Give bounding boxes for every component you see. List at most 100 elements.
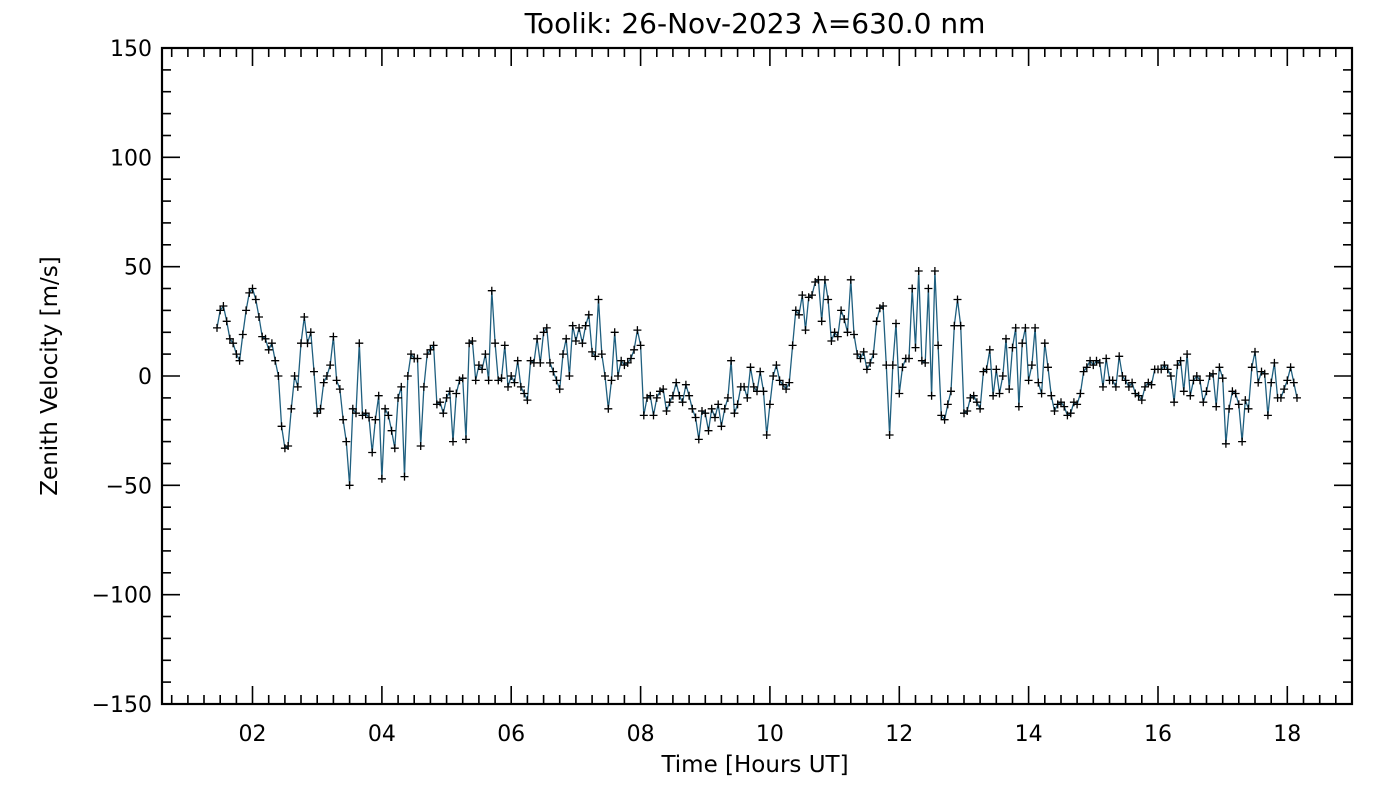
data-point	[1283, 376, 1292, 385]
data-point	[1134, 391, 1143, 400]
data-point	[1060, 402, 1069, 411]
data-point	[782, 385, 791, 394]
data-point	[287, 404, 296, 413]
data-point	[617, 356, 626, 365]
data-point	[1289, 378, 1298, 387]
data-point	[704, 426, 713, 435]
data-point	[368, 448, 377, 457]
data-point	[798, 291, 807, 300]
data-point	[843, 328, 852, 337]
data-point	[840, 315, 849, 324]
data-point	[665, 398, 674, 407]
data-point	[1082, 363, 1091, 372]
data-point	[381, 404, 390, 413]
data-point	[795, 310, 803, 319]
velocity-series	[213, 267, 1301, 490]
data-point	[471, 376, 480, 385]
data-point	[717, 422, 726, 431]
data-point	[1254, 378, 1263, 387]
data-point	[985, 345, 994, 354]
data-point	[238, 330, 247, 339]
data-point	[478, 365, 487, 374]
data-point	[1099, 382, 1107, 391]
data-point	[575, 323, 584, 332]
data-point	[1202, 387, 1211, 396]
data-point	[1238, 437, 1247, 446]
data-point	[1111, 382, 1120, 391]
data-point	[300, 313, 309, 321]
data-point	[345, 481, 354, 490]
data-point	[963, 407, 972, 415]
data-point	[423, 350, 432, 359]
y-tick-label: −100	[92, 584, 152, 609]
data-point	[277, 422, 286, 431]
data-point	[1247, 363, 1256, 372]
data-point	[497, 374, 506, 383]
data-point	[1212, 402, 1221, 411]
data-point	[1128, 378, 1137, 387]
data-point	[681, 380, 690, 389]
data-point	[892, 319, 900, 328]
data-point	[578, 339, 587, 348]
data-point	[549, 367, 558, 376]
data-point	[306, 328, 315, 337]
x-tick-label: 10	[756, 722, 784, 747]
data-point	[491, 339, 500, 348]
data-point	[662, 407, 671, 415]
data-point	[1079, 367, 1088, 376]
data-point	[1118, 372, 1127, 380]
data-point	[387, 426, 396, 435]
data-point	[588, 347, 597, 356]
data-point	[1124, 382, 1133, 391]
data-point	[1011, 323, 1020, 332]
data-point	[229, 339, 238, 348]
data-point	[1244, 404, 1253, 413]
data-point	[516, 382, 525, 391]
data-point	[850, 330, 858, 339]
x-tick-label: 06	[497, 722, 525, 747]
data-point	[562, 334, 571, 343]
data-point	[584, 310, 593, 319]
data-point	[329, 332, 338, 341]
data-point	[462, 435, 470, 444]
data-point	[969, 391, 978, 400]
data-point	[1018, 339, 1027, 348]
data-point	[675, 391, 684, 400]
data-point	[513, 356, 522, 365]
data-point	[817, 317, 826, 326]
data-point	[688, 404, 697, 413]
data-point	[313, 409, 322, 418]
data-point	[791, 306, 800, 315]
data-point	[808, 291, 816, 300]
data-point	[769, 372, 778, 380]
y-axis-title: Zenith Velocity [m/s]	[37, 256, 63, 495]
data-point	[1166, 372, 1175, 380]
data-point	[953, 295, 962, 304]
data-point	[555, 385, 564, 394]
data-point	[1044, 363, 1052, 372]
data-point	[866, 358, 875, 367]
data-point	[930, 267, 939, 275]
data-point	[1108, 376, 1117, 385]
data-point	[1024, 376, 1033, 385]
data-point	[678, 398, 687, 407]
data-point	[235, 356, 244, 365]
data-point	[940, 415, 949, 424]
data-point	[403, 372, 412, 380]
data-point	[623, 358, 632, 367]
data-point	[1095, 358, 1104, 367]
data-point	[597, 350, 606, 359]
data-point	[756, 367, 765, 376]
data-point	[1057, 398, 1065, 407]
data-point	[1183, 350, 1192, 359]
data-point	[837, 306, 846, 315]
data-point	[1293, 393, 1301, 402]
data-point	[633, 326, 642, 335]
y-tick-label: 150	[110, 37, 152, 62]
data-point	[559, 350, 567, 359]
data-point	[652, 393, 661, 402]
data-point	[730, 409, 739, 418]
data-point	[1147, 380, 1156, 389]
data-point	[546, 358, 554, 367]
